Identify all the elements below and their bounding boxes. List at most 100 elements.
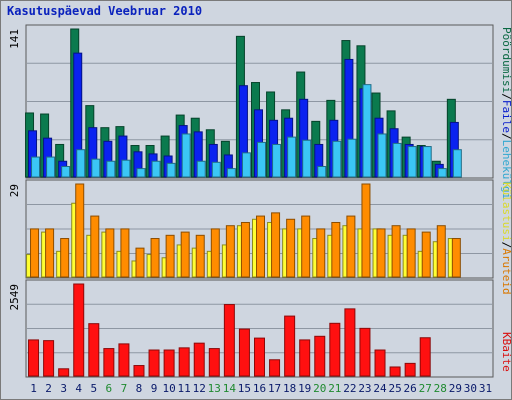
bar-kbytes-day-19 — [299, 339, 311, 377]
x-tick-label-day-26: 26 — [404, 382, 417, 395]
bar-visits-day-3 — [60, 238, 70, 278]
bar-visits-day-19 — [301, 215, 311, 278]
bar-pages-day-20 — [317, 166, 327, 178]
bar-pages-day-24 — [377, 133, 387, 178]
bar-kbytes-day-12 — [193, 342, 205, 377]
x-tick-label-day-14: 14 — [223, 382, 237, 395]
x-tick-label-day-15: 15 — [238, 382, 251, 395]
bar-pages-day-23 — [362, 84, 372, 178]
bar-visits-day-16 — [256, 215, 265, 278]
bar-kbytes-day-26 — [404, 362, 416, 377]
bar-visits-day-17 — [271, 212, 281, 278]
x-tick-label-day-24: 24 — [373, 382, 387, 395]
bar-pages-day-4 — [76, 149, 86, 178]
bar-visits-day-23 — [361, 183, 371, 278]
bar-kbytes-day-25 — [389, 366, 401, 377]
bar-visits-day-7 — [120, 228, 130, 278]
legend-top-part-1: Pöördumisi — [500, 27, 512, 93]
bar-pages-day-2 — [46, 156, 56, 178]
bar-kbytes-day-18 — [284, 315, 296, 377]
bar-kbytes-day-6 — [103, 348, 115, 377]
bar-pages-day-7 — [121, 159, 131, 178]
bar-pages-day-5 — [91, 158, 101, 178]
bar-visits-day-22 — [346, 215, 356, 278]
x-tick-label-day-27: 27 — [419, 382, 432, 395]
bar-visits-day-18 — [286, 218, 296, 278]
x-tick-label-day-19: 19 — [298, 382, 311, 395]
bar-kbytes-day-27 — [419, 337, 431, 377]
bar-visits-day-25 — [391, 225, 401, 278]
bar-kbytes-day-11 — [178, 347, 190, 377]
chart-title: Kasutuspäevad Veebruar 2010 — [7, 4, 203, 18]
x-tick-label-day-8: 8 — [136, 382, 143, 395]
bar-visits-day-20 — [316, 228, 326, 278]
x-tick-label-day-11: 11 — [178, 382, 191, 395]
x-tick-label-day-7: 7 — [121, 382, 128, 395]
bar-visits-day-10 — [165, 234, 175, 278]
bar-pages-day-25 — [392, 142, 402, 178]
x-tick-label-day-5: 5 — [90, 382, 97, 395]
bar-visits-day-5 — [90, 215, 100, 278]
bar-kbytes-day-5 — [88, 323, 100, 377]
x-tick-label-day-16: 16 — [253, 382, 266, 395]
x-tick-label-day-1: 1 — [30, 382, 37, 395]
bar-kbytes-day-17 — [269, 359, 281, 377]
bar-visits-day-14 — [225, 225, 235, 278]
legend-bottom-part-1: KBaite — [500, 332, 512, 372]
bar-kbytes-day-13 — [208, 348, 220, 377]
bar-pages-day-19 — [302, 139, 312, 178]
x-tick-label-day-4: 4 — [75, 382, 82, 395]
bar-pages-day-13 — [211, 161, 221, 178]
bar-pages-day-15 — [241, 152, 251, 178]
bar-visits-day-11 — [180, 231, 190, 278]
bar-kbytes-day-23 — [359, 327, 371, 377]
bar-visits-day-24 — [376, 228, 386, 278]
bar-pages-day-16 — [257, 141, 266, 178]
x-tick-label-day-2: 2 — [45, 382, 52, 395]
x-tick-label-day-6: 6 — [106, 382, 113, 395]
bar-visits-day-8 — [135, 247, 145, 278]
bar-pages-day-1 — [31, 156, 41, 178]
legend-top-part-2: / — [500, 93, 512, 100]
bar-kbytes-day-16 — [254, 337, 265, 377]
legend-middle-part-1: Külastusi — [500, 182, 512, 242]
bar-pages-day-14 — [226, 168, 236, 178]
legend-top-part-5: Lehekülgi — [500, 140, 512, 200]
x-tick-label-day-20: 20 — [313, 382, 326, 395]
panel-bottom-ymax-label: 2549 — [8, 284, 21, 311]
x-tick-label-day-23: 23 — [358, 382, 371, 395]
bar-visits-day-21 — [331, 221, 341, 278]
x-tick-label-day-10: 10 — [162, 382, 175, 395]
x-tick-label-day-21: 21 — [328, 382, 341, 395]
x-tick-label-day-30: 30 — [464, 382, 477, 395]
bar-pages-day-28 — [437, 168, 447, 178]
bar-visits-day-6 — [105, 228, 115, 278]
bar-kbytes-day-3 — [58, 368, 70, 377]
bar-kbytes-day-15 — [238, 328, 250, 377]
bar-kbytes-day-4 — [73, 283, 85, 377]
x-tick-label-day-9: 9 — [151, 382, 158, 395]
bar-visits-day-28 — [436, 225, 446, 278]
x-tick-label-day-25: 25 — [388, 382, 401, 395]
bar-kbytes-day-21 — [329, 322, 341, 377]
legend-middle: Külastusi/Aruteid — [500, 182, 512, 295]
bar-pages-day-21 — [332, 140, 342, 178]
bar-pages-day-27 — [422, 146, 432, 178]
legend-top-part-4: / — [500, 133, 512, 140]
bar-pages-day-6 — [106, 160, 116, 178]
panel-top-ymax-label: 141 — [8, 29, 21, 49]
x-tick-label-day-18: 18 — [283, 382, 296, 395]
legend-top: Pöördumisi/Faile/Lehekülgi — [500, 27, 512, 199]
bar-pages-day-29 — [452, 149, 462, 178]
x-tick-label-day-22: 22 — [343, 382, 356, 395]
bar-kbytes-day-8 — [133, 365, 145, 377]
bar-pages-day-9 — [151, 160, 161, 178]
x-tick-label-day-29: 29 — [449, 382, 462, 395]
x-tick-label-day-3: 3 — [60, 382, 67, 395]
x-tick-label-day-13: 13 — [208, 382, 221, 395]
x-tick-label-day-12: 12 — [193, 382, 206, 395]
bar-visits-day-1 — [30, 228, 40, 278]
x-tick-label-day-17: 17 — [268, 382, 281, 395]
bar-pages-day-26 — [407, 146, 417, 178]
